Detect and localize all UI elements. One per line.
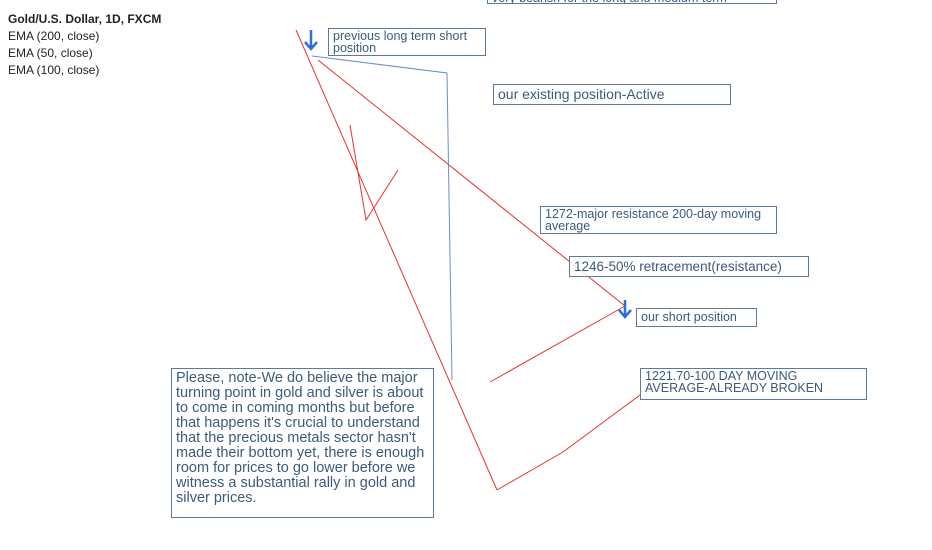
annotation: our short position xyxy=(636,308,757,327)
annotation: our existing position-Active xyxy=(493,84,731,105)
arrow xyxy=(304,30,632,319)
legend-title: Gold/U.S. Dollar, 1D, FXCM xyxy=(8,12,162,26)
annotation: 1221.70-100 DAY MOVING AVERAGE-ALREADY B… xyxy=(640,368,867,400)
connector xyxy=(311,55,453,381)
annotation: previous long term short position xyxy=(328,28,486,56)
annotation: 1246-50% retracement(resistance) xyxy=(569,256,809,277)
legend-entry: EMA (100, close) xyxy=(8,63,100,77)
legend-entry: EMA (50, close) xyxy=(8,46,93,60)
annotation: very bearish for the long and medium ter… xyxy=(487,0,777,4)
legend-entry: EMA (200, close) xyxy=(8,29,100,43)
annotation: 1272-major resistance 200-day moving ave… xyxy=(540,206,777,234)
annotation: Please, note-We do believe the major tur… xyxy=(171,368,434,518)
